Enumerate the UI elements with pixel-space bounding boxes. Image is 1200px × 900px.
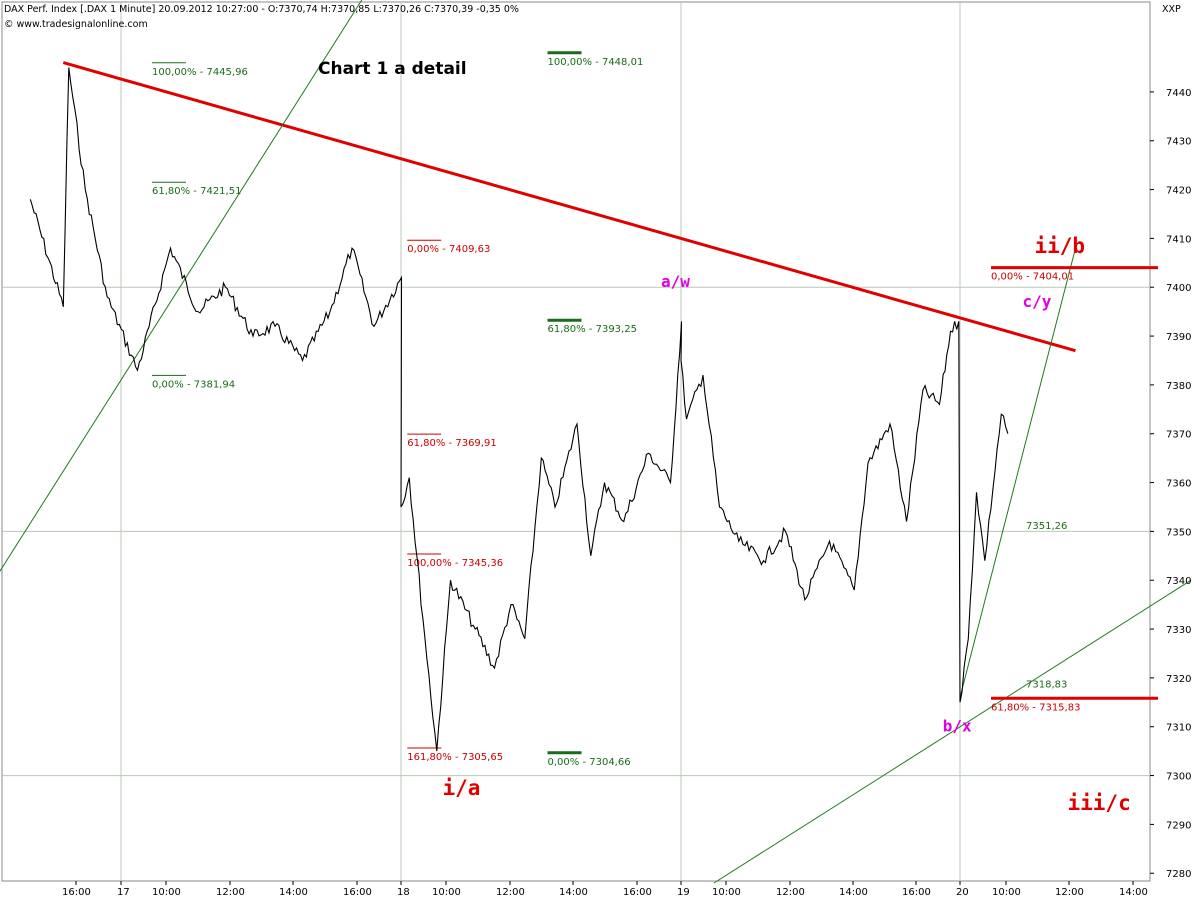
x-tick-label: 16:00: [902, 887, 931, 898]
x-tick-label: 14:00: [839, 887, 868, 898]
price-series-line: [29, 67, 1009, 752]
y-tick-label: 7410: [1166, 234, 1191, 245]
x-tick-label: 14:00: [1119, 887, 1148, 898]
x-tick-label: 12:00: [216, 887, 245, 898]
trendline-red-resistance: [62, 61, 1076, 353]
x-tick-label: 14:00: [279, 887, 308, 898]
y-tick-label: 7380: [1166, 381, 1191, 392]
fib-level-label: 61,80% - 7393,25: [548, 324, 637, 335]
fib-level-label: 61,80% - 7369,91: [407, 438, 496, 449]
price-label: 7351,26: [1026, 521, 1067, 532]
trend-lines: [0, 0, 1192, 884]
y-tick-label: 7300: [1166, 772, 1191, 783]
y-tick-label: 7320: [1166, 674, 1191, 685]
wave-label: c/y: [1023, 292, 1052, 311]
x-tick-label: 16:00: [343, 887, 372, 898]
x-tick-label: 10:00: [712, 887, 741, 898]
y-tick-label: 7340: [1166, 576, 1191, 587]
y-tick-label: 7310: [1166, 723, 1191, 734]
x-tick-label: 10:00: [152, 887, 181, 898]
y-tick-label: 7330: [1166, 625, 1191, 636]
fib-level-label: 0,00% - 7409,63: [407, 244, 490, 255]
x-tick-label: 14:00: [559, 887, 588, 898]
x-tick-label: 20: [956, 887, 969, 898]
fib-level-label: 100,00% - 7448,01: [548, 57, 644, 68]
y-tick-label: 7400: [1166, 283, 1191, 294]
trendline-green-steep: [959, 248, 1076, 698]
plot-frame: [1, 1, 1151, 882]
fib-level-label: 161,80% - 7305,65: [407, 752, 503, 763]
wave-label: a/w: [661, 272, 690, 291]
fib-level-label: 0,00% - 7404,01: [991, 272, 1074, 283]
fib-level-label: 61,80% - 7421,51: [152, 186, 241, 197]
fib-level-label: 100,00% - 7445,96: [152, 67, 248, 78]
annotations: i/a a/w b/x c/y ii/b iii/c: [443, 234, 1131, 815]
chart-caption: Chart 1 a detail: [318, 59, 467, 79]
trendline-green-upper-channel: [0, 0, 363, 572]
y-tick-label: 7290: [1166, 820, 1191, 831]
x-tick-label: 19: [677, 887, 690, 898]
x-tick-label: 12:00: [1055, 887, 1084, 898]
y-tick-label: 7350: [1166, 527, 1191, 538]
x-tick-label: 18: [397, 887, 410, 898]
x-tick-label: 10:00: [992, 887, 1021, 898]
trendline-green-lower-channel: [713, 579, 1192, 884]
y-tick-label: 7440: [1166, 88, 1191, 99]
wave-label: iii/c: [1068, 791, 1131, 815]
price-label: 7318,83: [1026, 680, 1067, 691]
axes: 7280 7290 7300 7310 7320 7330 7340 7350 7360 7370…: [62, 88, 1191, 898]
y-tick-label: 7430: [1166, 137, 1191, 148]
x-tick-label: 16:00: [623, 887, 652, 898]
wave-label: b/x: [943, 717, 972, 736]
fib-level-label: 0,00% - 7381,94: [152, 379, 235, 390]
x-tick-label: 10:00: [432, 887, 461, 898]
y-tick-label: 7360: [1166, 479, 1191, 490]
y-tick-label: 7370: [1166, 430, 1191, 441]
x-tick-label: 12:00: [496, 887, 525, 898]
fibonacci-levels: 100,00% - 7445,96 61,80% - 7421,51 0,00% -…: [152, 51, 1158, 768]
grid-lines: [1, 1, 1151, 882]
fib-level-label: 100,00% - 7345,36: [407, 558, 503, 569]
x-tick-label: 12:00: [776, 887, 805, 898]
x-tick-label: 16:00: [62, 887, 91, 898]
y-tick-label: 7390: [1166, 332, 1191, 343]
website-credit: © www.tradesignalonline.com: [4, 19, 148, 30]
y-tick-label: 7420: [1166, 186, 1191, 197]
y-tick-label: 7280: [1166, 869, 1191, 880]
wave-label: i/a: [443, 776, 481, 800]
wave-label: ii/b: [1035, 234, 1086, 258]
fib-level-label: 0,00% - 7304,66: [548, 757, 631, 768]
chart-header: DAX Perf. Index [.DAX 1 Minute] 20.09.20…: [4, 4, 519, 15]
fib-level-label: 61,80% - 7315,83: [991, 702, 1080, 713]
x-tick-label: 17: [117, 887, 130, 898]
xxp-label: XXP: [1162, 4, 1181, 15]
